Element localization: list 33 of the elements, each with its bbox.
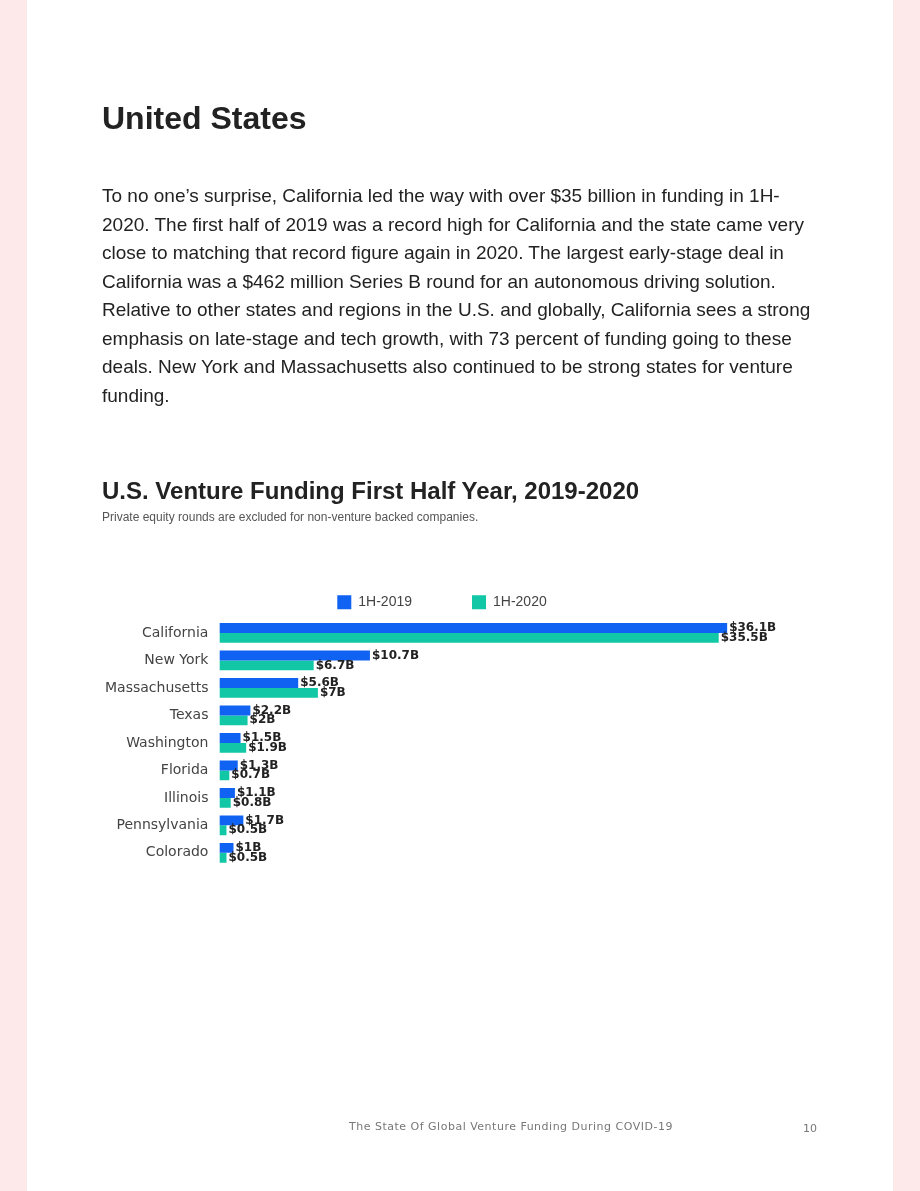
legend-label: 1H-2020: [493, 593, 547, 610]
bar: [219, 733, 241, 743]
legend-label: 1H-2019: [358, 593, 413, 610]
bar: [219, 632, 719, 643]
y-tick-label: New York: [144, 651, 210, 668]
bar: [219, 842, 234, 853]
bar: [219, 660, 314, 671]
bar: [219, 650, 370, 661]
bar: [219, 742, 247, 753]
data-label: $35.5B: [720, 630, 768, 645]
y-tick-label: Washington: [126, 733, 209, 750]
bar: [219, 715, 248, 726]
text: To no one’s surprise, California led the way with over $35 billion in funding in 1H-2020. The first half of 2019 was a record high for California and the state came very close to matching that record figure again in 2020. The largest early-stage deal in California was a $462 million Series B round for an autonomous driving solution. Relative to other states and regions in the U.S. and globally, California sees a strong emphasis on late-stage and tech growth, with 73 percent of funding going to these deals. New York and Massachusetts also continued to be strong states for venture funding.: [102, 184, 812, 408]
bar: [219, 787, 235, 798]
y-tick-label: Florida: [160, 761, 209, 778]
bar: [219, 623, 728, 633]
y-tick-label: California: [141, 623, 209, 640]
text: United States: [102, 100, 307, 137]
y-tick-label: Texas: [168, 706, 209, 723]
bar: [219, 770, 230, 781]
bar: [219, 687, 318, 698]
data-label: $6.7B: [315, 657, 355, 672]
text: The State Of Global Venture Funding During COVID-19: [349, 1120, 673, 1133]
bar: [219, 797, 231, 808]
y-tick-label: Massachusetts: [105, 678, 209, 695]
data-label: $10.7B: [371, 647, 420, 662]
y-tick-label: Illinois: [164, 788, 209, 805]
bar: [219, 678, 299, 688]
y-tick-label: Pennsylvania: [116, 816, 209, 833]
chart-title: U.S. Venture Funding First Half Year, 2019-2020: [102, 477, 640, 505]
text: 10: [803, 1122, 817, 1135]
y-tick-label: Colorado: [145, 843, 209, 860]
chart-subtitle: Private equity rounds are excluded for non-venture backed companies.: [102, 510, 479, 525]
